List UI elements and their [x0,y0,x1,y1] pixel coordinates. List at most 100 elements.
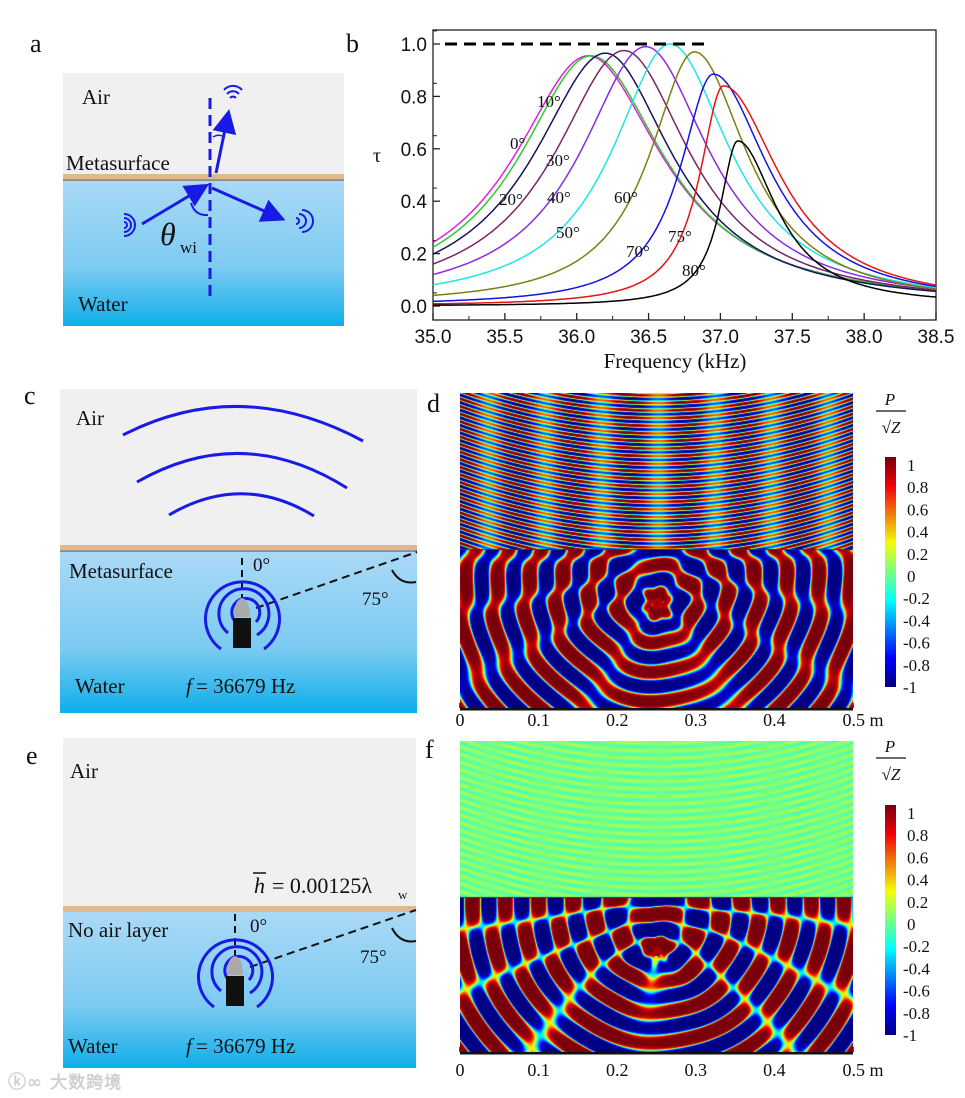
h-bar-subscript: w [398,887,408,902]
panel-label-f: f [425,735,434,764]
x-tick-label: 0.1 [527,710,550,730]
x-tick-label: 0.3 [685,1060,708,1080]
panel-a-diagram: Air Metasurface Water θ wi [63,73,344,326]
colorbar-tick-label: 0 [907,567,916,586]
colorbar-tick-label: -0.6 [903,982,930,1001]
pressure-field-map-no-air-layer [460,741,853,1052]
x-tick-label: 36.0 [558,327,595,348]
angle-75-label: 75° [360,947,387,968]
series-line-80deg [433,140,937,306]
colorbar-tick-label: 1 [907,804,916,823]
x-tick-label: 38.0 [846,327,883,348]
colorbar-tick-label: -0.4 [903,611,930,630]
series-line-30deg [432,49,937,291]
x-tick-label: 38.5 [918,327,955,348]
water-label: Water [68,1034,118,1058]
wave-icon-incident [123,213,136,237]
y-tick-label: 1.0 [401,35,427,56]
colorbar-tick-label: 0.4 [907,871,929,890]
colorbar-title-denominator: √Z [882,765,901,784]
colorbar-tick-label: 0.6 [907,500,928,519]
air-region [63,738,416,906]
metasurface-layer [60,545,417,550]
angle-75-label: 75° [362,589,389,610]
x-tick-label: 0.5 m [842,710,883,730]
metasurface-layer [63,174,344,179]
x-tick-label: 0.1 [527,1060,550,1080]
x-tick-label: 0.5 m [842,1060,883,1080]
colorbar-title-numerator: P [884,737,895,756]
colorbar-tick-label: -0.4 [903,959,930,978]
series-line-40deg [432,45,937,290]
x-tick-label: 0.2 [606,710,629,730]
x-tick-label: 0.4 [763,710,786,730]
colorbar-tick-label: 0.8 [907,826,928,845]
watermark: ⓚ∞ 大数跨境 [8,1072,123,1093]
curve-label-50: 50° [556,223,580,242]
metasurface-layer [63,906,416,912]
metasurface-label: Metasurface [69,559,173,583]
theta-symbol: θ [160,216,176,252]
x-tick-label: 0 [456,1060,465,1080]
series-line-10deg [432,55,937,292]
curve-label-0: 0° [510,134,525,153]
x-tick-label: 37.0 [702,327,739,348]
colorbar-tick-label: 0.8 [907,478,928,497]
panel-label-e: e [26,741,38,770]
colorbar-tick-label: -0.2 [903,589,930,608]
pressure-field-map-metasurface [460,393,853,708]
transmission-chart: τ Frequency (kHz) 35.0 35.5 36.0 36.5 37.0 37… [373,29,955,373]
curve-label-75: 75° [668,227,692,246]
y-tick-label: 0.0 [401,297,427,318]
transducer-icon [204,580,281,651]
water-label: Water [75,674,125,698]
wave-icon-transmitted [223,84,243,99]
air-label: Air [82,85,110,109]
incident-arrow [141,183,210,226]
curve-label-40: 40° [547,188,571,207]
colorbar-tick-label: 0.4 [907,523,929,542]
colorbar-tick-label: -0.8 [903,1004,930,1023]
colorbar-tick-label: 0.6 [907,848,928,867]
colorbar-title-denominator: √Z [882,418,901,437]
wave-icon-reflected [295,209,314,233]
colorbar-d [885,457,896,687]
panel-label-d: d [427,389,440,418]
curve-label-10: 10° [537,92,561,111]
colorbar-tick-label: 1 [907,456,916,475]
panel-label-a: a [30,29,42,58]
x-tick-label: 0.4 [763,1060,786,1080]
series-line-20deg [432,52,937,293]
x-axis-label: Frequency (kHz) [604,349,747,373]
colorbar-tick-label: 0.2 [907,545,928,564]
angle-0-label: 0° [250,916,267,937]
angle-0-label: 0° [253,555,270,576]
x-tick-label: 37.5 [774,327,811,348]
h-bar-symbol: h [254,873,265,898]
colorbar-tick-label: -1 [903,678,917,697]
series-line-75deg [432,85,937,305]
colorbar-title-numerator: P [884,390,895,409]
curve-label-70: 70° [626,242,650,261]
x-tick-label: 0.3 [685,710,708,730]
watermark-text: 大数跨境 [50,1073,123,1093]
air-region [60,389,417,545]
h-bar-value: = 0.00125λ [272,873,372,898]
x-tick-label: 36.5 [630,327,667,348]
colorbar-tick-label: 0.2 [907,893,928,912]
curve-label-60: 60° [614,188,638,207]
panel-label-c: c [24,381,36,410]
water-label: Water [78,292,128,316]
y-tick-label: 0.4 [401,192,428,213]
y-tick-label: 0.8 [401,87,427,108]
metasurface-label: Metasurface [66,151,170,175]
air-label: Air [70,759,98,783]
x-tick-label: 35.0 [415,327,452,348]
transducer-icon [197,938,274,1009]
y-axis-label: τ [373,145,381,167]
frequency-value: = 36679 Hz [196,674,295,698]
curve-label-20: 20° [499,190,523,209]
transmitted-wavefronts [122,404,364,518]
series-line-60deg [432,51,937,297]
